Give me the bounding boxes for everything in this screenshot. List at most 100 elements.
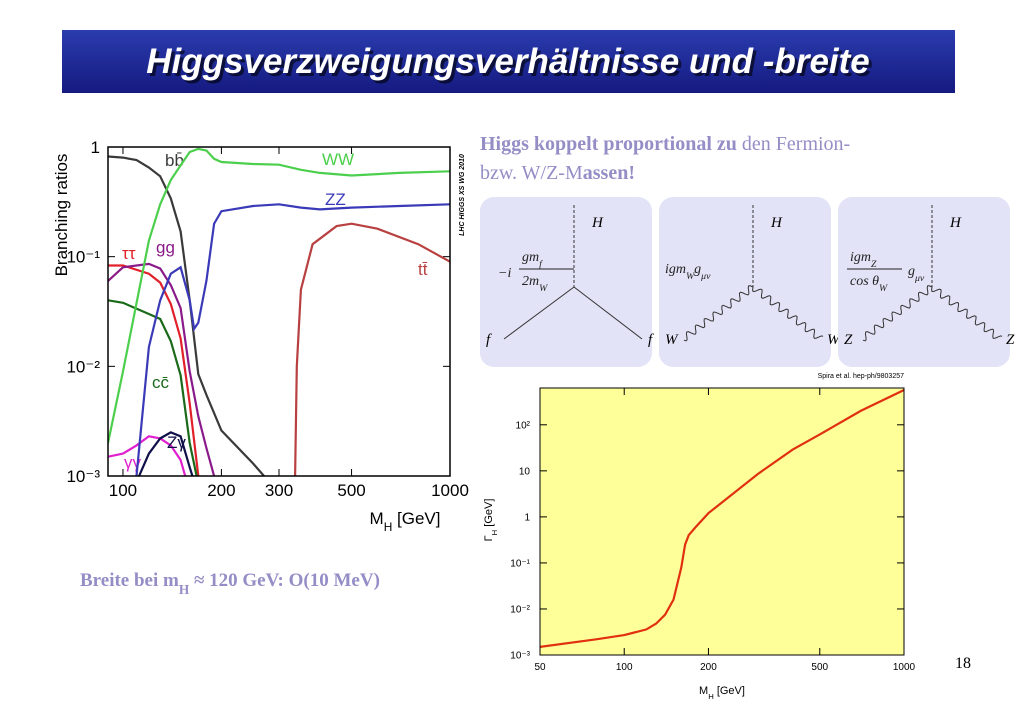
intro-line: bzw. W/Z-Massen!: [480, 162, 635, 184]
y-tick-label: 10: [519, 466, 531, 477]
width-note-part: H: [179, 582, 190, 597]
intro-segment: Higgs koppelt proportional zu: [480, 133, 737, 155]
plot-frame: [539, 387, 905, 656]
coupling-denominator-part: cos θ: [850, 274, 879, 289]
y-tick-label: 10⁻¹: [510, 558, 530, 569]
coupling-denominator-part: W: [539, 283, 548, 294]
intro-segment: den Fermion-: [737, 133, 850, 155]
width-note: Breite bei mH ≈ 120 GeV: O(10 MeV): [80, 570, 380, 597]
leg-label: f: [486, 332, 492, 348]
y-axis-label: Branching ratios: [52, 154, 71, 277]
title-bar: [62, 30, 955, 93]
x-axis-label-part: M: [370, 509, 384, 528]
series-label: ττ: [122, 244, 136, 263]
x-axis-label-part: H: [708, 692, 714, 701]
x-tick-label: 50: [534, 662, 546, 673]
coupling-numerator: igmZ: [850, 250, 877, 270]
page-number: 18: [955, 655, 971, 672]
plot-frame: [107, 146, 451, 477]
intro-segment: bzw. W/Z-M: [480, 162, 583, 184]
coupling-suffix: gμν: [908, 264, 925, 284]
leg-label: f: [648, 332, 654, 348]
series-label: gg: [156, 238, 175, 257]
series-label: ZZ: [325, 190, 346, 209]
x-axis-label: MH [GeV]: [370, 509, 441, 534]
series-label: tt̄: [418, 260, 428, 279]
data-line: [540, 389, 904, 648]
coupling-part: igm: [665, 262, 686, 277]
series-label: WW: [322, 150, 354, 169]
x-tick-label: 500: [811, 662, 828, 673]
boson-label: H: [770, 215, 783, 231]
intro-line: Higgs koppelt proportional zu den Fermio…: [480, 133, 850, 155]
series-label: cc̄: [152, 373, 170, 392]
leg-label: W: [665, 332, 679, 348]
boson-line: [752, 286, 824, 339]
x-axis-label-part: [GeV]: [392, 509, 440, 528]
coupling-numerator: gmf: [522, 250, 543, 270]
intro-segment: assen!: [583, 162, 635, 184]
leg-label: W: [827, 332, 841, 348]
boson-label: H: [591, 215, 604, 231]
chart-annotation: LHC HIGGS XS WG 2010: [459, 154, 466, 236]
coupling-denominator-part: 2m: [522, 274, 539, 289]
title-shadow: Higgsverzweigungsverhältnisse und -breit…: [149, 45, 873, 84]
y-tick-label: 1: [524, 512, 530, 523]
coupling-denominator: cos θW: [850, 274, 888, 294]
x-tick-label: 500: [337, 481, 365, 500]
x-tick-label: 100: [616, 662, 633, 673]
coupling-numerator-part: f: [539, 259, 543, 270]
series-line: [108, 262, 216, 476]
x-axis-label: MH [GeV]: [699, 685, 745, 701]
diagram-box: [480, 197, 652, 367]
x-tick-label: 300: [265, 481, 293, 500]
y-tick-label: 1: [91, 138, 100, 157]
series-line: [294, 222, 450, 476]
y-axis-label: ΓH [GeV]: [483, 499, 499, 542]
fermion-line: [573, 286, 643, 340]
coupling-numerator-part: gm: [522, 250, 539, 265]
series-line: [108, 147, 450, 444]
x-tick-label: 1000: [431, 481, 469, 500]
y-axis-label-part: Γ: [483, 535, 495, 541]
series-label: Zγ: [167, 433, 186, 452]
leg-label: Z: [844, 332, 853, 348]
coupling: igmWgμν: [665, 262, 711, 282]
y-tick-label: 10⁻¹: [66, 248, 100, 267]
y-tick-label: 10²: [516, 420, 531, 431]
y-tick-label: 10⁻³: [510, 651, 530, 662]
coupling-suffix-part: μν: [914, 273, 925, 284]
coupling-denominator-part: W: [879, 283, 888, 294]
boson-line: [931, 286, 1003, 339]
series-line: [138, 431, 194, 476]
diagram-box: [838, 197, 1010, 367]
x-axis-label-part: [GeV]: [714, 685, 745, 697]
leg-label: Z: [1006, 332, 1015, 348]
coupling-part: W: [686, 271, 695, 282]
x-tick-label: 200: [700, 662, 717, 673]
x-tick-label: 200: [207, 481, 235, 500]
x-tick-label: 1000: [893, 662, 916, 673]
fermion-line: [503, 286, 575, 340]
coupling-denominator: 2mW: [522, 274, 548, 294]
series-line: [135, 203, 450, 476]
x-tick-label: 100: [109, 481, 137, 500]
coupling-suffix-part: g: [908, 264, 915, 279]
coupling-part: μν: [700, 271, 711, 282]
plot-area: [108, 147, 450, 476]
x-axis-label-part: M: [699, 685, 708, 697]
coupling-numerator-part: Z: [871, 259, 877, 270]
plot-area: [540, 388, 904, 655]
series-label: bb̄: [165, 151, 184, 170]
coupling-numerator-part: igm: [850, 250, 871, 265]
diagram-box: [659, 197, 831, 367]
series-line: [108, 435, 187, 476]
coupling-part: g: [694, 262, 701, 277]
y-tick-label: 10⁻²: [66, 357, 100, 376]
